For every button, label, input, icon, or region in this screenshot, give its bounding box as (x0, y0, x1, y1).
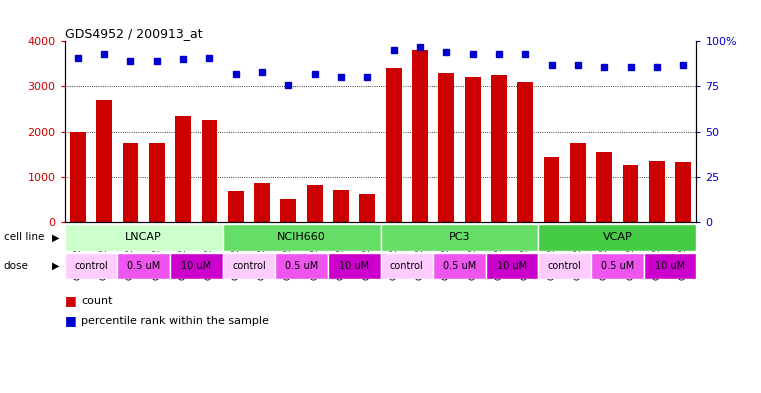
Text: ▶: ▶ (52, 232, 59, 242)
Text: PC3: PC3 (449, 232, 470, 242)
Bar (597, 152, 612, 222)
Text: count: count (81, 296, 113, 306)
Text: 0.5 uM: 0.5 uM (600, 261, 634, 271)
Bar (675, 162, 691, 222)
Text: 10 uM: 10 uM (181, 261, 212, 271)
Text: 10 uM: 10 uM (339, 261, 369, 271)
Bar (333, 190, 349, 222)
Text: 10 uM: 10 uM (655, 261, 685, 271)
Bar (622, 165, 638, 222)
Bar (307, 185, 323, 222)
Bar (486, 253, 539, 279)
Bar (438, 73, 454, 222)
Text: ▶: ▶ (52, 261, 59, 271)
Text: control: control (232, 261, 266, 271)
Text: LNCAP: LNCAP (126, 232, 162, 242)
Bar (149, 143, 164, 222)
Bar (359, 194, 375, 222)
Bar (433, 253, 486, 279)
Text: control: control (548, 261, 581, 271)
Text: 0.5 uM: 0.5 uM (127, 261, 161, 271)
Text: VCAP: VCAP (603, 232, 632, 242)
Bar (254, 183, 270, 222)
Bar (591, 253, 644, 279)
Bar (517, 82, 533, 222)
Bar (117, 253, 170, 279)
Text: dose: dose (4, 261, 29, 271)
Bar (465, 77, 480, 222)
Bar (328, 253, 380, 279)
Bar (123, 143, 139, 222)
Bar (570, 143, 586, 222)
Text: NCIH660: NCIH660 (277, 232, 326, 242)
Bar (223, 253, 275, 279)
Text: ■: ■ (65, 314, 76, 327)
Bar (228, 191, 244, 222)
Text: ■: ■ (65, 294, 76, 308)
Bar (543, 156, 559, 222)
Bar (281, 199, 296, 222)
Bar (170, 253, 223, 279)
Text: 10 uM: 10 uM (497, 261, 527, 271)
Bar (202, 120, 218, 222)
Text: GDS4952 / 200913_at: GDS4952 / 200913_at (65, 27, 202, 40)
Bar (223, 224, 380, 251)
Bar (70, 132, 86, 222)
Text: control: control (390, 261, 424, 271)
Bar (491, 75, 507, 222)
Text: cell line: cell line (4, 232, 44, 242)
Bar (539, 253, 591, 279)
Text: 0.5 uM: 0.5 uM (443, 261, 476, 271)
Bar (275, 253, 328, 279)
Bar (644, 253, 696, 279)
Text: control: control (74, 261, 108, 271)
Bar (412, 50, 428, 222)
Bar (175, 116, 191, 222)
Bar (380, 224, 539, 251)
Bar (649, 161, 665, 222)
Bar (380, 253, 433, 279)
Text: percentile rank within the sample: percentile rank within the sample (81, 316, 269, 326)
Bar (96, 100, 112, 222)
Bar (386, 68, 402, 222)
Bar (65, 224, 223, 251)
Bar (65, 253, 117, 279)
Bar (539, 224, 696, 251)
Text: 0.5 uM: 0.5 uM (285, 261, 318, 271)
